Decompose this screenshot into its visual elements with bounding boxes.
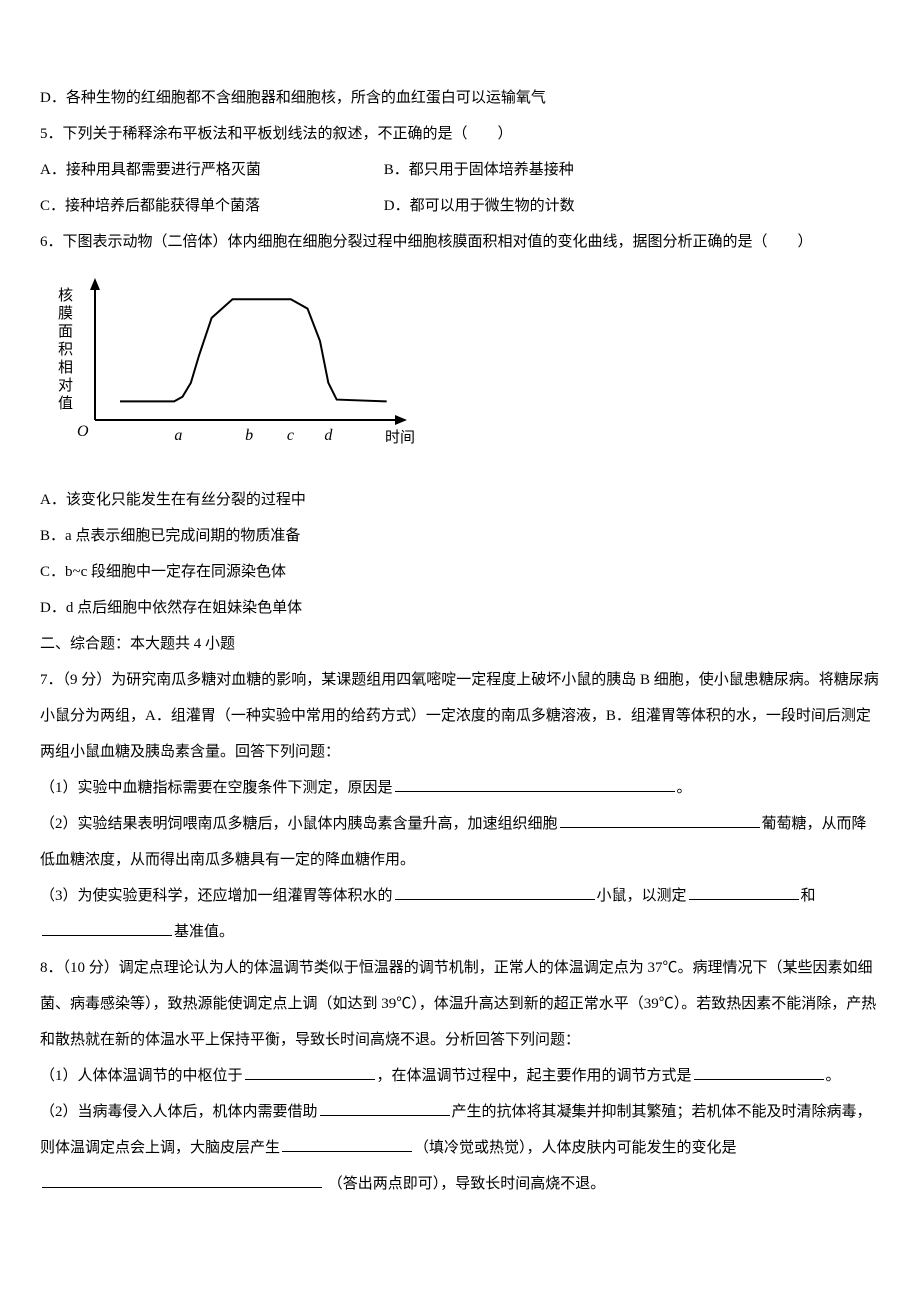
q8-sub1: （1）人体体温调节的中枢位于 ，在体温调节过程中，起主要作用的调节方式是 。 [40,1058,880,1094]
q7-sub2: （2）实验结果表明饲喂南瓜多糖后，小鼠体内胰岛素含量升高，加速组织细胞葡萄糖，从… [40,806,880,878]
blank [245,1065,375,1080]
svg-text:相: 相 [58,359,73,376]
blank [42,1173,322,1188]
q7-sub1: （1）实验中血糖指标需要在空腹条件下测定，原因是 。 [40,770,880,806]
q5-stem: 5．下列关于稀释涂布平板法和平板划线法的叙述，不正确的是（ ） [40,116,880,152]
q6-option-b: B．a 点表示细胞已完成间期的物质准备 [40,518,880,554]
q7-s3-c: 和 [801,888,816,904]
q8-s2-a: （2）当病毒侵入人体后，机体内需要借助 [40,1104,318,1120]
q8-s2-d: （答出两点即可），导致长时间高烧不退。 [328,1176,606,1192]
svg-text:积: 积 [58,341,73,358]
q8-s1-b: ，在体温调节过程中，起主要作用的调节方式是 [377,1068,692,1084]
svg-text:面: 面 [58,324,73,340]
svg-text:c: c [287,427,294,444]
q6-option-a: A．该变化只能发生在有丝分裂的过程中 [40,482,880,518]
q4-option-d: D．各种生物的红细胞都不含细胞器和细胞核，所含的血红蛋白可以运输氧气 [40,80,880,116]
svg-text:值: 值 [58,395,73,412]
svg-text:O: O [77,423,89,440]
q7-s1-a: （1）实验中血糖指标需要在空腹条件下测定，原因是 [40,780,393,796]
q7-p1: 7．（9 分）为研究南瓜多糖对血糖的影响，某课题组用四氧嘧啶一定程度上破坏小鼠的… [40,662,880,770]
q7-s3-a: （3）为使实验更科学，还应增加一组灌胃等体积水的 [40,888,393,904]
q7-sub3: （3）为使实验更科学，还应增加一组灌胃等体积水的 小鼠，以测定 和 基准值。 [40,878,880,950]
q8-s2-c: （填冷觉或热觉），人体皮肤内可能发生的变化是 [414,1140,737,1156]
svg-text:膜: 膜 [58,305,73,322]
q8-s1-c: 。 [826,1068,841,1084]
q5-option-d: D．都可以用于微生物的计数 [384,188,575,224]
svg-text:a: a [174,427,182,444]
blank [42,921,172,936]
q6-stem: 6．下图表示动物（二倍体）体内细胞在细胞分裂过程中细胞核膜面积相对值的变化曲线，… [40,224,880,260]
q5-option-c: C．接种培养后都能获得单个菌落 [40,188,380,224]
blank [320,1101,450,1116]
q7-s1-b: 。 [677,780,692,796]
svg-text:对: 对 [58,377,73,394]
q7-s3-b: 小鼠，以测定 [597,888,687,904]
q8-s1-a: （1）人体体温调节的中枢位于 [40,1068,243,1084]
q8-p1: 8．（10 分）调定点理论认为人的体温调节类似于恒温器的调节机制，正常人的体温调… [40,950,880,1058]
section-2-header: 二、综合题：本大题共 4 小题 [40,626,880,662]
blank [689,885,799,900]
q7-s3-d: 基准值。 [174,924,234,940]
svg-text:核: 核 [58,287,73,304]
q6-chart: 核膜面积相对值Oa b c d 时间 [40,270,880,474]
q5-row-cd: C．接种培养后都能获得单个菌落 D．都可以用于微生物的计数 [40,188,880,224]
blank [395,885,595,900]
q8-sub2: （2）当病毒侵入人体后，机体内需要借助产生的抗体将其凝集并抑制其繁殖；若机体不能… [40,1094,880,1202]
svg-text:时间: 时间 [385,429,415,446]
q5-option-a: A．接种用具都需要进行严格灭菌 [40,152,380,188]
blank [694,1065,824,1080]
q7-s2-a: （2）实验结果表明饲喂南瓜多糖后，小鼠体内胰岛素含量升高，加速组织细胞 [40,816,558,832]
q6-option-d: D．d 点后细胞中依然存在姐妹染色单体 [40,590,880,626]
svg-text:b: b [245,427,253,444]
blank [282,1137,412,1152]
q5-row-ab: A．接种用具都需要进行严格灭菌 B．都只用于固体培养基接种 [40,152,880,188]
q6-option-c: C．b~c 段细胞中一定存在同源染色体 [40,554,880,590]
svg-text:d: d [324,427,333,444]
blank [395,777,675,792]
q6-chart-svg: 核膜面积相对值Oa b c d 时间 [40,270,420,460]
q5-option-b: B．都只用于固体培养基接种 [384,152,574,188]
blank [560,813,760,828]
